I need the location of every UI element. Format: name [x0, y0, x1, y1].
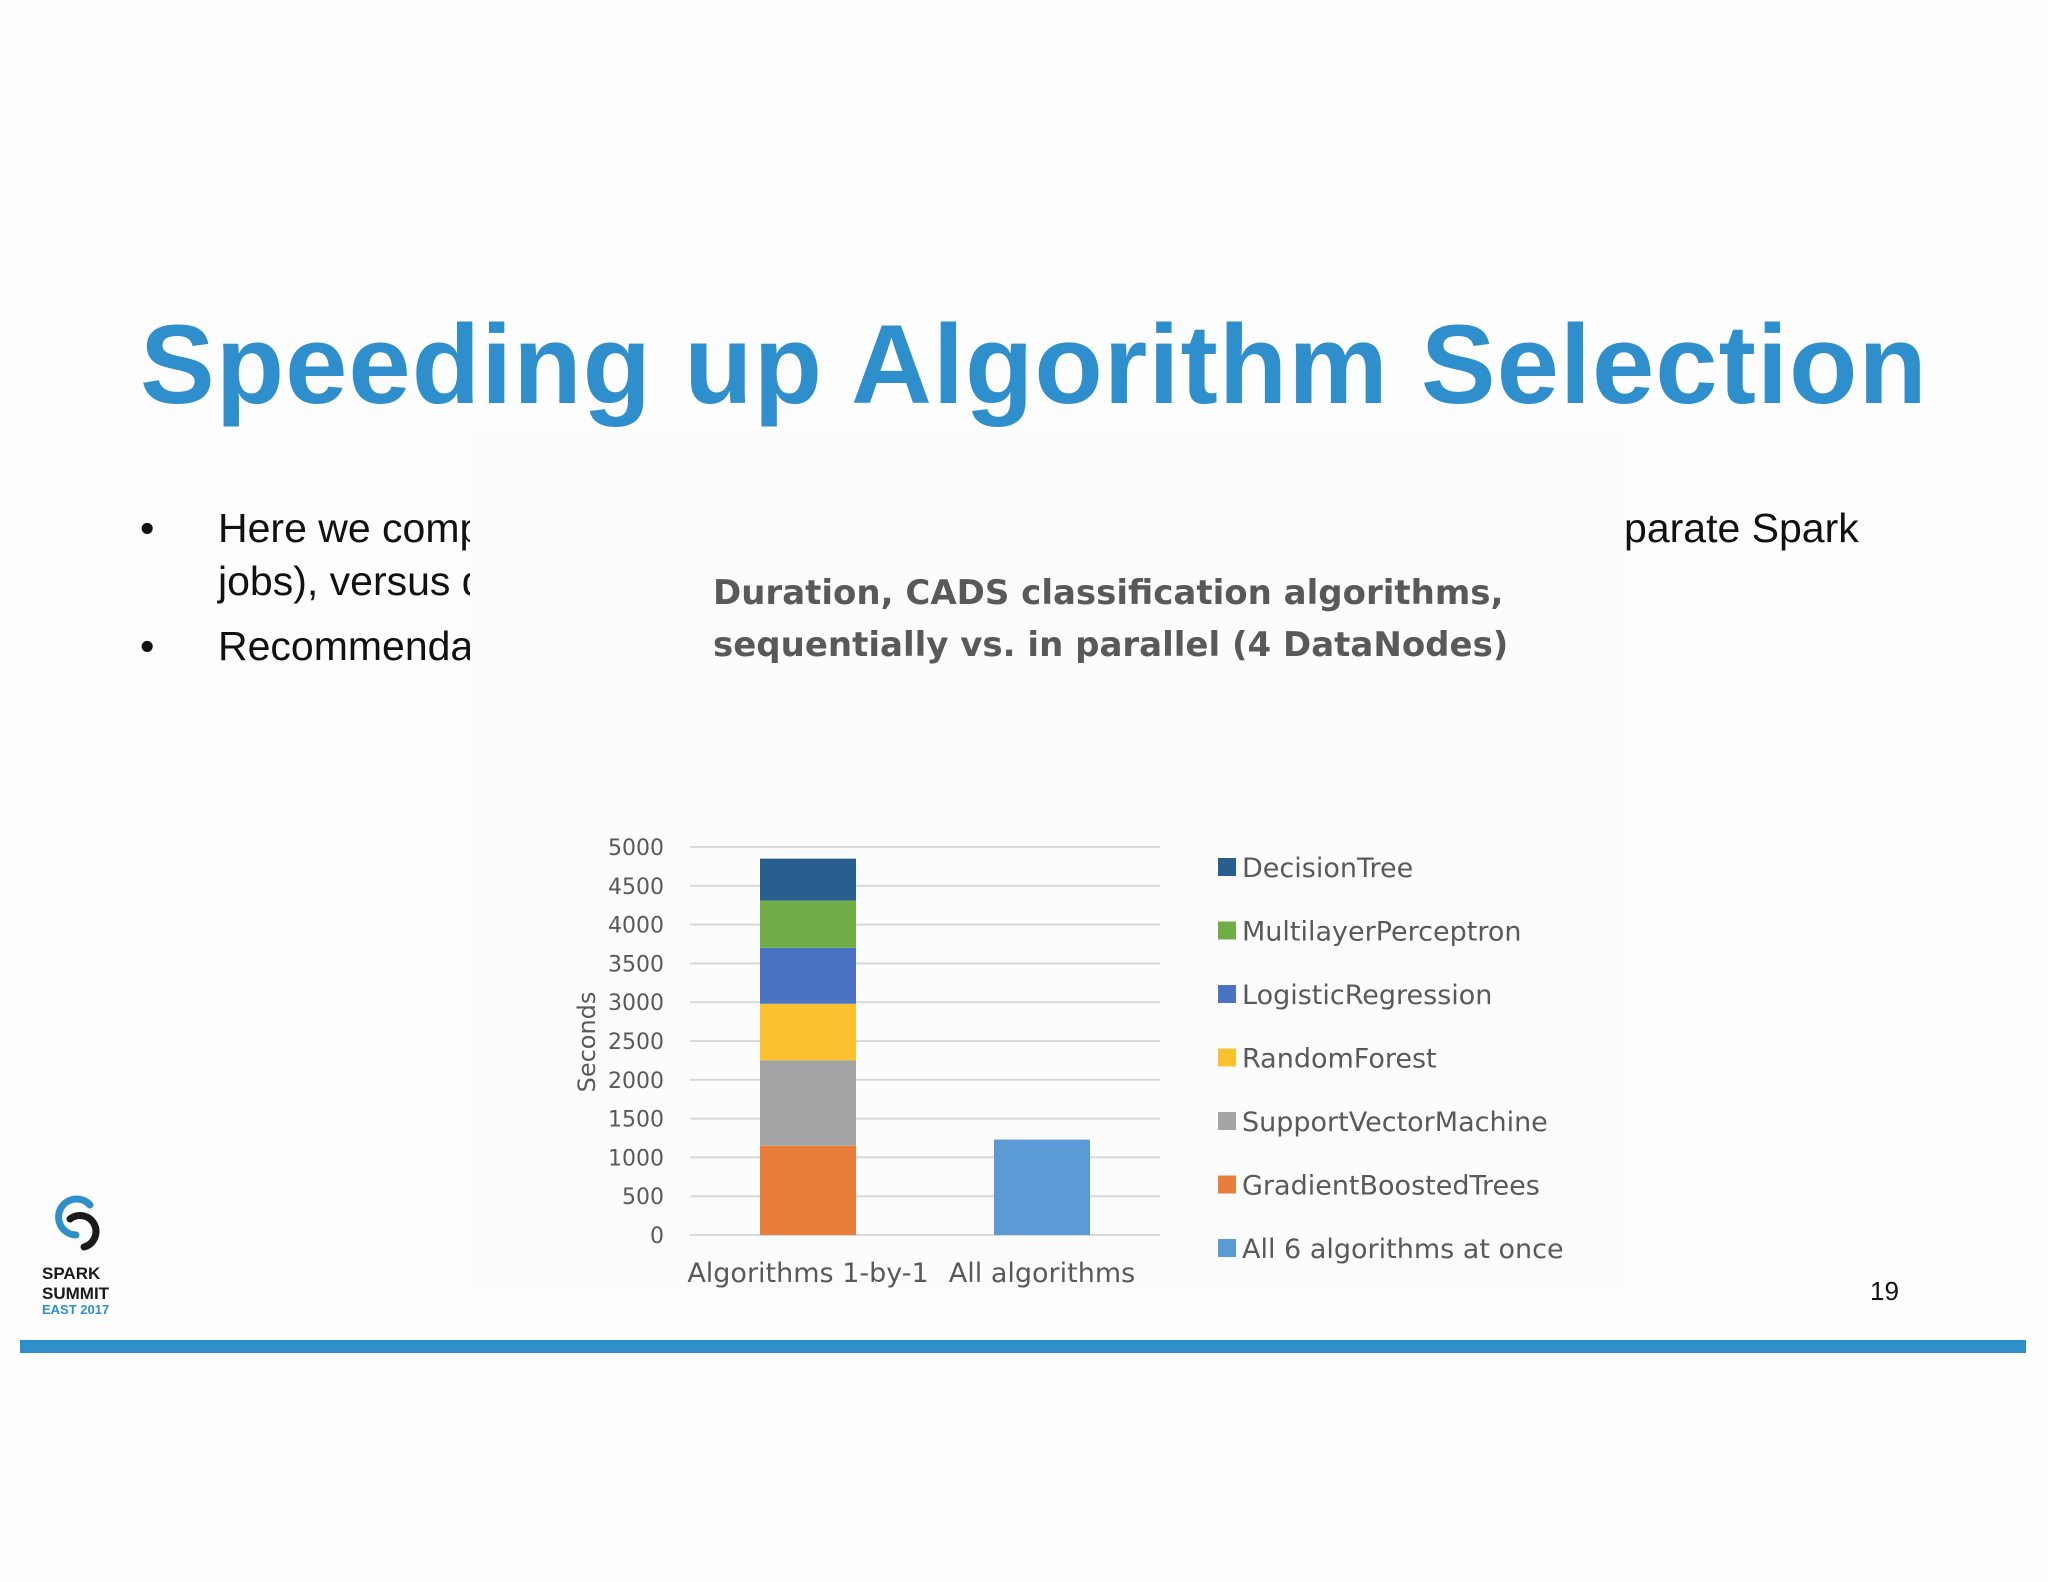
y-tick-label: 4500: [608, 875, 664, 900]
logo-line-3: EAST 2017: [42, 1302, 110, 1317]
spark-summit-logo-icon: [55, 1195, 100, 1251]
legend-swatch: [1218, 1048, 1236, 1067]
legend-label: SupportVectorMachine: [1242, 1107, 1548, 1138]
y-axis-label: Seconds: [573, 992, 601, 1093]
spark-summit-logo: SPARK SUMMIT EAST 2017: [36, 1195, 126, 1317]
y-tick-label: 2000: [608, 1069, 664, 1094]
y-tick-label: 1500: [608, 1108, 664, 1133]
page-number: 19: [1870, 1276, 1899, 1306]
bar-segment: [994, 1139, 1090, 1235]
legend-label: MultilayerPerceptron: [1242, 917, 1522, 948]
legend-label: LogisticRegression: [1242, 980, 1492, 1011]
legend-label: GradientBoostedTrees: [1242, 1171, 1540, 1202]
y-tick-label: 4000: [608, 914, 664, 939]
footer-bar: [20, 1340, 2026, 1353]
legend-label: All 6 algorithms at once: [1242, 1234, 1564, 1265]
legend-swatch: [1218, 858, 1236, 876]
bar-segment: [760, 1003, 856, 1061]
y-tick-label: 3500: [608, 952, 664, 977]
x-tick-label: Algorithms 1-by-1: [687, 1258, 928, 1289]
slide-title: Speeding up Algorithm Selection: [140, 302, 1928, 427]
bullet-dot: •: [140, 505, 155, 551]
legend-label: DecisionTree: [1242, 853, 1413, 884]
legend-swatch: [1218, 921, 1236, 940]
y-tick-label: 1000: [608, 1146, 664, 1171]
chart-panel: Duration, CADS classification algorithms…: [470, 430, 1626, 1290]
y-tick-label: 5000: [608, 836, 664, 861]
legend-swatch: [1218, 1175, 1236, 1194]
chart-title-line: Duration, CADS classification algorithms…: [713, 573, 1503, 613]
bar-segment: [760, 858, 856, 901]
bar-segment: [760, 1145, 856, 1235]
bar-segment: [760, 947, 856, 1004]
legend-swatch: [1218, 985, 1236, 1003]
chart-title-line: sequentially vs. in parallel (4 DataNode…: [713, 625, 1508, 665]
bar-segment: [760, 900, 856, 948]
bullet-dot: •: [140, 623, 155, 669]
stacked-bar-chart: Duration, CADS classification algorithms…: [573, 573, 1564, 1289]
y-tick-label: 0: [650, 1224, 664, 1249]
y-tick-label: 3000: [608, 991, 664, 1016]
bar-segment: [760, 1060, 856, 1146]
legend-swatch: [1218, 1112, 1236, 1130]
legend-label: RandomForest: [1242, 1044, 1437, 1075]
logo-line-1: SPARK: [42, 1264, 101, 1283]
y-tick-label: 2500: [608, 1030, 664, 1055]
x-tick-label: All algorithms: [949, 1258, 1135, 1289]
logo-line-2: SUMMIT: [42, 1284, 110, 1303]
y-tick-label: 500: [622, 1185, 664, 1210]
legend-swatch: [1218, 1239, 1236, 1257]
